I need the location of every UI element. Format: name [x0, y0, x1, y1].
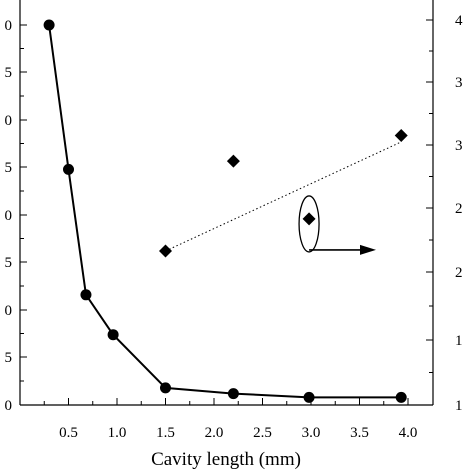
annotation-ellipse: [298, 195, 320, 253]
right-tick-label: 2: [455, 265, 463, 281]
circle-marker: [107, 329, 119, 341]
diamond-marker: [302, 212, 316, 226]
arrow-icon: [360, 244, 376, 255]
circle-marker: [303, 391, 315, 403]
x-tick-label: 3.0: [302, 425, 321, 441]
trend-line: [165, 141, 402, 252]
circle-marker: [43, 19, 55, 31]
right-axis-ticks: 4 3 3 2 2 1 1: [426, 13, 463, 414]
x-axis-ticks: 0.5 1.0 1.5 2.0 2.5 3.0 3.5 4.0: [43, 398, 418, 441]
diamond-marker: [394, 129, 408, 142]
left-tick-label: 0: [5, 18, 13, 34]
left-tick-label: 5: [5, 255, 13, 271]
markers-group: [43, 19, 408, 403]
x-tick-label: 4.0: [399, 425, 418, 441]
annotation-group: [298, 195, 376, 255]
left-tick-label: 0: [5, 113, 13, 129]
right-tick-label: 1: [455, 398, 463, 414]
left-tick-label: 0: [5, 208, 13, 224]
circle-marker: [395, 391, 407, 403]
trend-line-group: [165, 141, 402, 252]
left-tick-label: 5: [5, 160, 13, 176]
circle-marker: [227, 388, 239, 400]
right-tick-label: 2: [455, 201, 463, 217]
left-axis-ticks: 0 5 0 5 0 5 0 5 0: [5, 18, 27, 414]
plot-frame: [19, 0, 434, 406]
circle-marker: [63, 163, 74, 175]
right-tick-label: 4: [455, 13, 463, 29]
diamond-marker: [159, 244, 172, 258]
left-tick-label: 0: [5, 398, 13, 414]
right-tick-label: 3: [455, 138, 463, 154]
series-line-group: [48, 24, 402, 399]
right-tick-label: 3: [455, 75, 463, 91]
left-tick-label: 5: [5, 65, 13, 81]
left-tick-label: 5: [5, 350, 13, 366]
left-tick-label: 0: [5, 303, 13, 319]
circle-marker: [80, 289, 92, 301]
x-tick-label: 0.5: [59, 425, 78, 441]
right-tick-label: 1: [455, 333, 463, 349]
x-tick-label: 2.0: [205, 425, 224, 441]
diamond-marker: [226, 154, 240, 168]
x-axis-title: Cavity length (mm): [151, 449, 301, 470]
x-tick-label: 3.5: [350, 425, 369, 441]
series-line: [48, 24, 402, 399]
circle-marker: [160, 382, 171, 394]
x-tick-label: 1.0: [108, 425, 127, 441]
x-tick-label: 2.5: [253, 425, 272, 441]
x-tick-label: 1.5: [156, 425, 175, 441]
